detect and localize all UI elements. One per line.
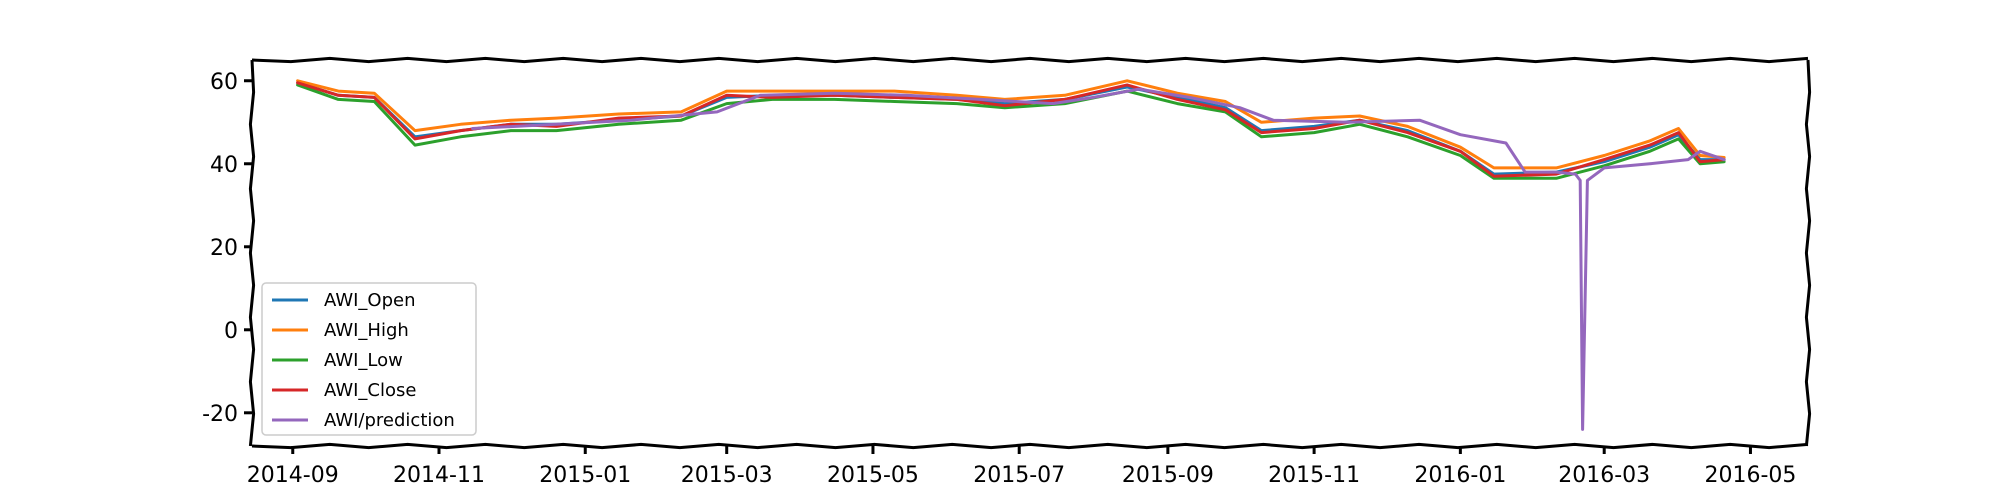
x-tick-label-6: 2015-09	[1122, 463, 1214, 488]
series-line-1	[296, 79, 1726, 170]
y-axis: 60 40 20 0 -20	[202, 70, 252, 427]
legend-label-3: AWI_Close	[324, 380, 416, 401]
y-tick-label-3: 0	[224, 319, 238, 344]
series-line-4	[471, 87, 1726, 431]
x-tick-label-4: 2015-05	[827, 463, 919, 488]
frame-left	[248, 59, 256, 447]
legend-label-4: AWI/prediction	[324, 410, 455, 431]
frame-right	[1804, 59, 1812, 447]
x-tick-label-8: 2016-01	[1414, 463, 1506, 488]
y-tick-label-2: 20	[210, 236, 238, 261]
series-line-2	[296, 83, 1726, 180]
legend: AWI_Open AWI_High AWI_Low AWI_Close AWI/pred…	[261, 282, 477, 436]
legend-label-1: AWI_High	[324, 320, 409, 341]
x-tick-label-2: 2015-01	[539, 463, 631, 488]
y-tick-label-0: 60	[210, 70, 238, 95]
x-tick-label-0: 2014-09	[247, 463, 339, 488]
plot-frame	[248, 56, 1812, 450]
frame-top	[251, 56, 1809, 64]
legend-label-0: AWI_Open	[324, 290, 416, 311]
frame-bottom	[251, 442, 1809, 450]
x-tick-label-3: 2015-03	[681, 463, 773, 488]
series-layer	[296, 79, 1726, 431]
x-tick-label-1: 2014-11	[393, 463, 485, 488]
x-tick-label-9: 2016-03	[1558, 463, 1650, 488]
x-tick-label-7: 2015-11	[1268, 463, 1360, 488]
x-axis: 2014-09 2014-11 2015-01 2015-03 2015-05 2015-…	[247, 446, 1796, 488]
y-tick-label-1: 40	[210, 153, 238, 178]
legend-box	[261, 282, 477, 436]
y-tick-label-4: -20	[202, 402, 238, 427]
x-tick-label-5: 2015-07	[973, 463, 1065, 488]
series-line-0	[296, 81, 1726, 176]
legend-label-2: AWI_Low	[324, 350, 403, 371]
series-line-3	[296, 81, 1726, 178]
x-tick-label-10: 2016-05	[1704, 463, 1796, 488]
